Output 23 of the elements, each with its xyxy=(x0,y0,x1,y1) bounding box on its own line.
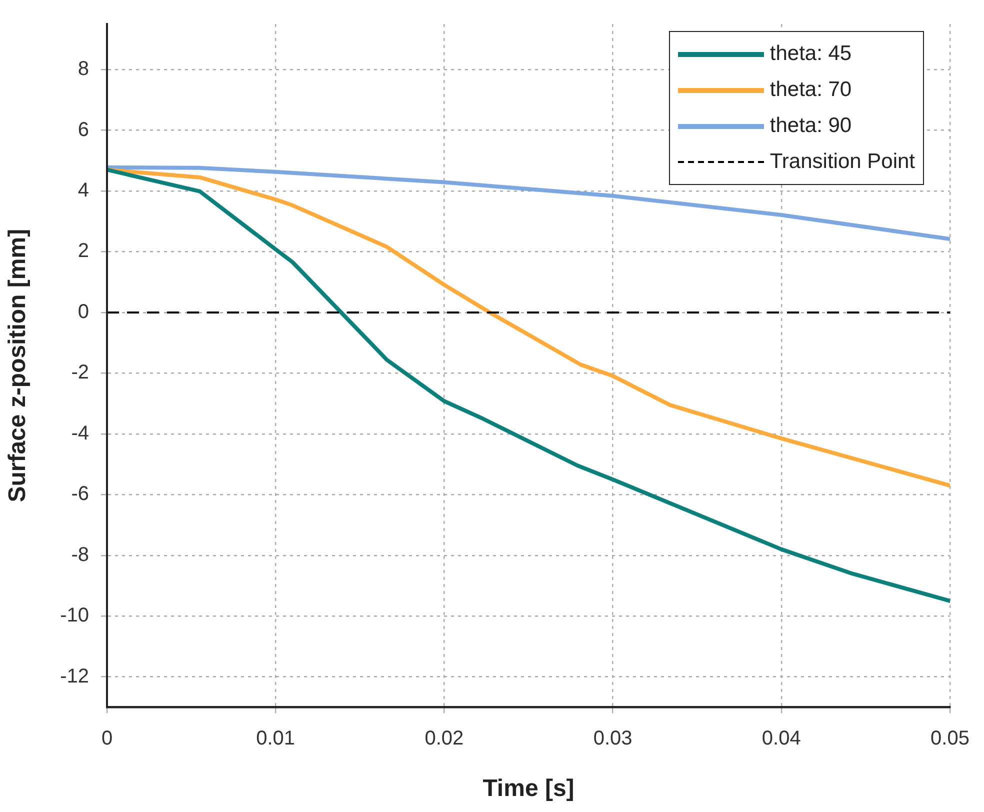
y-tick-label: -10 xyxy=(60,604,89,627)
y-tick-label: 0 xyxy=(78,300,89,323)
legend-label: theta: 45 xyxy=(770,42,852,66)
y-tick-label: -12 xyxy=(60,665,89,688)
x-tick-label: 0.03 xyxy=(593,728,632,750)
y-tick-label: -4 xyxy=(71,422,89,444)
legend-label: theta: 70 xyxy=(770,78,852,102)
x-tick-label: 0.01 xyxy=(256,728,296,750)
y-tick-label: 4 xyxy=(78,180,89,202)
y-tick-label: 2 xyxy=(78,240,89,262)
x-tick-label: 0.05 xyxy=(930,728,970,750)
x-tick-label: 0.04 xyxy=(762,728,801,750)
y-tick-label: 6 xyxy=(78,118,89,141)
y-tick-label: 8 xyxy=(78,58,89,80)
legend-label: theta: 90 xyxy=(770,114,852,138)
y-tick-label: -8 xyxy=(71,544,89,566)
x-axis-title: Time [s] xyxy=(482,775,574,802)
y-axis-title: Surface z-position [mm] xyxy=(4,228,32,502)
y-tick-label: -6 xyxy=(71,483,89,506)
x-tick-label: 0 xyxy=(101,728,113,750)
y-tick-label: -2 xyxy=(71,362,89,384)
legend-label: Transition Point xyxy=(770,150,915,174)
x-tick-label: 0.02 xyxy=(424,728,464,750)
